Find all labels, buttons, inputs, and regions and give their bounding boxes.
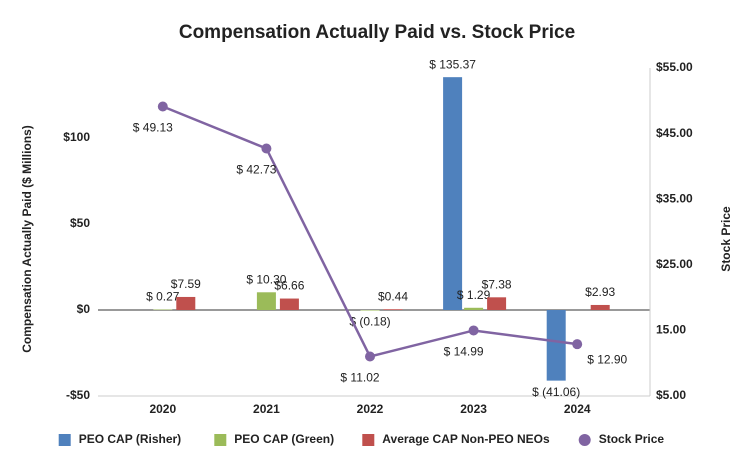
y2-tick-label: $25.00 bbox=[656, 257, 693, 271]
data-label: $ 10.30 bbox=[246, 272, 286, 286]
bar bbox=[487, 297, 507, 311]
legend-label: Average CAP Non-PEO NEOs bbox=[382, 432, 550, 446]
chart-title: Compensation Actually Paid vs. Stock Pri… bbox=[179, 22, 575, 43]
y2-tick-label: $5.00 bbox=[656, 388, 686, 402]
bar bbox=[153, 309, 173, 311]
line-point bbox=[157, 101, 168, 112]
data-label: $ (41.06) bbox=[532, 385, 580, 399]
x-tick-label: 2021 bbox=[253, 402, 280, 416]
legend-marker bbox=[58, 434, 71, 446]
data-label: $ 14.99 bbox=[444, 345, 484, 359]
bar bbox=[590, 304, 610, 311]
data-label: $ 12.90 bbox=[587, 352, 627, 366]
y-axis-title: Compensation Actually Paid ($ Millions) bbox=[20, 125, 34, 353]
line-point bbox=[572, 339, 583, 350]
y-tick-label: $50 bbox=[70, 216, 90, 230]
line-point bbox=[261, 143, 272, 154]
data-label: $ 0.27 bbox=[146, 290, 180, 304]
data-label: $2.93 bbox=[585, 285, 615, 299]
legend-label: PEO CAP (Risher) bbox=[79, 432, 181, 446]
bar bbox=[360, 310, 380, 311]
y2-tick-label: 15.00 bbox=[656, 323, 686, 337]
line-point bbox=[468, 325, 479, 336]
legend-label: Stock Price bbox=[599, 432, 665, 446]
data-label: $0.44 bbox=[378, 289, 408, 303]
bar bbox=[176, 296, 196, 311]
y2-axis-title: Stock Price bbox=[719, 206, 733, 272]
data-label: $ (0.18) bbox=[349, 314, 390, 328]
y-tick-label: $0 bbox=[77, 302, 91, 316]
x-tick-label: 2020 bbox=[149, 402, 176, 416]
data-label: $ 11.02 bbox=[340, 371, 379, 385]
data-label: $7.38 bbox=[482, 277, 512, 291]
y2-tick-label: $35.00 bbox=[656, 191, 693, 205]
data-label: $6.66 bbox=[274, 279, 304, 293]
y-tick-label: $100 bbox=[63, 130, 90, 144]
line-point bbox=[365, 351, 375, 362]
data-label: $7.59 bbox=[171, 277, 201, 291]
legend-marker bbox=[362, 434, 375, 446]
bar bbox=[279, 298, 299, 311]
bar bbox=[256, 292, 276, 311]
legend-marker bbox=[214, 434, 227, 446]
y2-tick-label: $55.00 bbox=[656, 60, 693, 74]
x-tick-label: 2023 bbox=[460, 402, 487, 416]
legend-label: PEO CAP (Green) bbox=[234, 432, 334, 446]
legend-marker bbox=[578, 434, 591, 446]
bar bbox=[443, 77, 463, 311]
data-label: $ 1.29 bbox=[457, 288, 491, 302]
y2-tick-label: $45.00 bbox=[656, 126, 693, 140]
bar bbox=[546, 310, 566, 381]
data-label: $ 42.73 bbox=[236, 163, 276, 177]
bar bbox=[383, 309, 403, 311]
y-tick-label: -$50 bbox=[66, 388, 90, 402]
x-tick-label: 2024 bbox=[564, 402, 591, 416]
bar bbox=[464, 307, 484, 311]
data-label: $ 135.37 bbox=[429, 57, 476, 71]
data-label: $ 49.13 bbox=[133, 121, 173, 135]
x-tick-label: 2022 bbox=[357, 402, 384, 416]
